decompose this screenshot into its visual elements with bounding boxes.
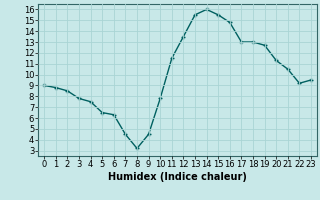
X-axis label: Humidex (Indice chaleur): Humidex (Indice chaleur): [108, 172, 247, 182]
